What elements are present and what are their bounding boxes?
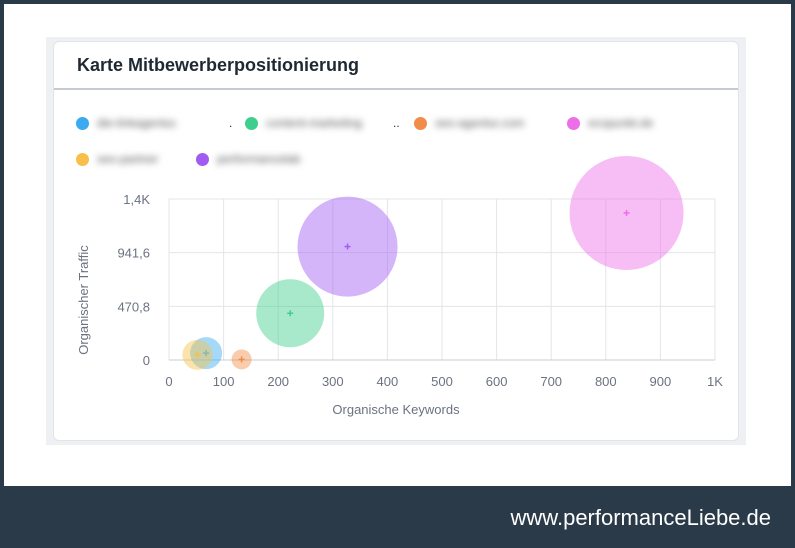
bubble-1 xyxy=(256,279,325,348)
x-tick-label: 1K xyxy=(707,374,723,389)
x-tick-label: 500 xyxy=(431,374,453,389)
x-tick-label: 700 xyxy=(540,374,562,389)
x-tick-label: 600 xyxy=(486,374,508,389)
legend-color-dot xyxy=(76,152,89,166)
legend-color-dot xyxy=(414,116,427,130)
x-axis-label: Organische Keywords xyxy=(332,402,460,417)
legend-suffix: .. xyxy=(393,116,400,130)
legend-item[interactable]: seo-partner xyxy=(76,149,187,169)
y-tick-label: 470,8 xyxy=(117,299,150,314)
legend-suffix: . xyxy=(229,116,233,130)
legend-color-dot xyxy=(245,116,258,130)
footer-url: www.performanceLiebe.de xyxy=(510,505,771,530)
card-divider xyxy=(54,88,738,90)
bubble-5 xyxy=(297,196,398,297)
y-axis-label: Organischer Traffic xyxy=(76,245,91,355)
legend-item[interactable]: content-marketing.. xyxy=(245,113,400,133)
y-tick-label: 941,6 xyxy=(117,246,150,261)
card-title: Karte Mitbewerberpositionierung xyxy=(77,55,360,75)
bubble-3 xyxy=(569,155,684,270)
y-tick-label: 1,4K xyxy=(123,192,150,207)
x-tick-label: 900 xyxy=(650,374,672,389)
x-tick-label: 100 xyxy=(213,374,235,389)
legend-label: seo-partner xyxy=(97,152,159,166)
bubble-0 xyxy=(190,337,223,370)
legend-label: ecopunkt.de xyxy=(588,116,654,130)
x-tick-label: 0 xyxy=(165,374,172,389)
legend-item[interactable]: performancelab xyxy=(196,149,357,169)
legend-label: seo-agentur.com xyxy=(435,116,525,130)
legend-item[interactable]: seo-agentur.com xyxy=(414,113,555,133)
legend-color-dot xyxy=(567,116,580,130)
legend-label: performancelab xyxy=(217,152,301,166)
bubble-4 xyxy=(182,339,213,370)
legend-item[interactable]: ecopunkt.de xyxy=(567,113,683,133)
legend-label: die-linkagentur. xyxy=(97,116,179,130)
x-tick-label: 400 xyxy=(377,374,399,389)
legend-color-dot xyxy=(76,116,89,130)
x-tick-label: 800 xyxy=(595,374,617,389)
legend-color-dot xyxy=(196,152,209,166)
x-tick-label: 300 xyxy=(322,374,344,389)
y-tick-label: 0 xyxy=(143,353,150,368)
legend-label: content-marketing xyxy=(266,116,363,130)
x-tick-label: 200 xyxy=(267,374,289,389)
competitor-positioning-card: Karte Mitbewerberpositionierung xyxy=(53,41,739,441)
bubble-2 xyxy=(231,349,252,370)
legend-item[interactable]: die-linkagentur.. xyxy=(76,113,232,133)
